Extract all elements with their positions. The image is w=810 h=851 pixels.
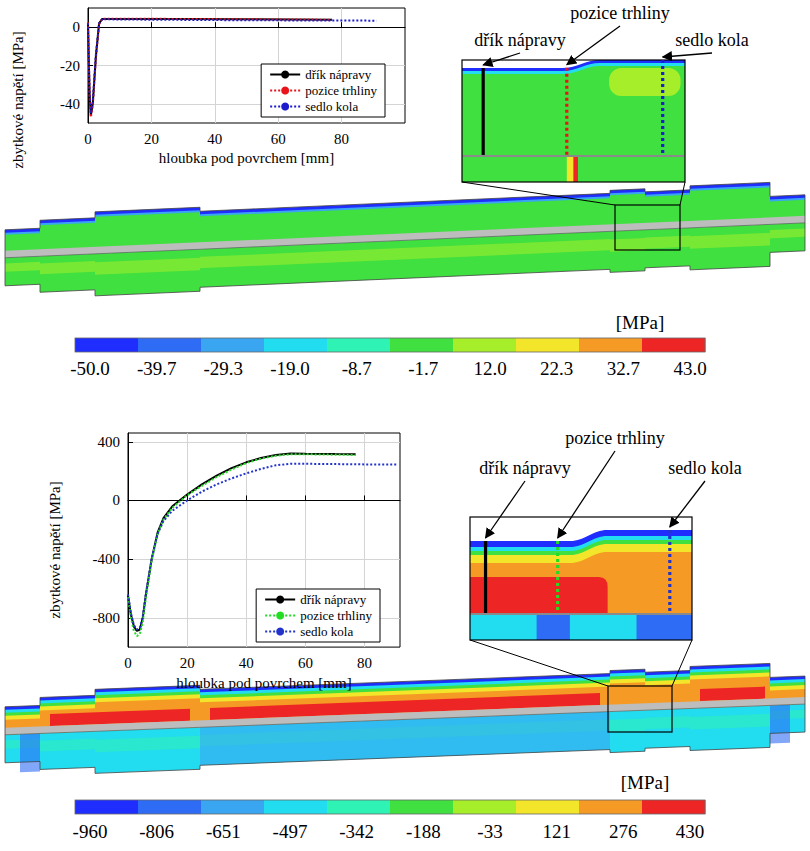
svg-text:80: 80	[357, 655, 372, 671]
svg-text:dřík nápravy: dřík nápravy	[479, 458, 570, 478]
svg-text:-1.7: -1.7	[408, 358, 438, 379]
svg-text:0: 0	[124, 655, 132, 671]
svg-text:-20: -20	[60, 58, 80, 74]
svg-text:0: 0	[113, 492, 121, 508]
svg-text:dřík nápravy: dřík nápravy	[305, 67, 372, 82]
svg-text:-33: -33	[477, 821, 502, 842]
svg-text:276: 276	[609, 821, 638, 842]
svg-text:400: 400	[98, 434, 121, 450]
svg-text:-400: -400	[93, 551, 121, 567]
svg-text:32.7: 32.7	[607, 358, 640, 379]
svg-text:sedlo kola: sedlo kola	[668, 458, 742, 478]
svg-text:22.3: 22.3	[540, 358, 573, 379]
svg-text:-8.7: -8.7	[342, 358, 372, 379]
svg-text:-40: -40	[60, 96, 80, 112]
svg-text:dřík nápravy: dřík nápravy	[300, 592, 367, 607]
svg-text:80: 80	[334, 131, 349, 147]
svg-text:hloubka pod povrchem [mm]: hloubka pod povrchem [mm]	[159, 150, 334, 166]
svg-text:12.0: 12.0	[473, 358, 506, 379]
svg-text:430: 430	[676, 821, 705, 842]
svg-text:121: 121	[542, 821, 571, 842]
svg-text:40: 40	[207, 131, 222, 147]
svg-text:0: 0	[73, 19, 81, 35]
svg-text:zbytkové napětí [MPa]: zbytkové napětí [MPa]	[10, 31, 26, 168]
svg-text:-188: -188	[406, 821, 441, 842]
svg-text:60: 60	[271, 131, 286, 147]
svg-text:-800: -800	[93, 610, 121, 626]
svg-text:zbytkové napětí [MPa]: zbytkové napětí [MPa]	[47, 481, 63, 618]
svg-text:-497: -497	[273, 821, 308, 842]
svg-text:20: 20	[144, 131, 159, 147]
svg-text:pozice trhliny: pozice trhliny	[565, 428, 664, 448]
svg-text:[MPa]: [MPa]	[616, 312, 665, 333]
svg-text:-29.3: -29.3	[204, 358, 244, 379]
svg-text:sedlo kola: sedlo kola	[305, 99, 358, 114]
svg-text:-19.0: -19.0	[270, 358, 310, 379]
svg-text:sedlo kola: sedlo kola	[300, 624, 353, 639]
svg-text:40: 40	[239, 655, 254, 671]
svg-text:-39.7: -39.7	[137, 358, 177, 379]
svg-text:sedlo kola: sedlo kola	[675, 30, 749, 50]
svg-text:pozice trhliny: pozice trhliny	[570, 3, 669, 23]
svg-text:0: 0	[84, 131, 92, 147]
svg-text:pozice trhliny: pozice trhliny	[300, 608, 372, 623]
svg-text:-960: -960	[73, 821, 108, 842]
svg-text:-50.0: -50.0	[70, 358, 110, 379]
svg-text:60: 60	[298, 655, 313, 671]
svg-text:20: 20	[180, 655, 195, 671]
svg-text:-342: -342	[339, 821, 374, 842]
svg-text:[MPa]: [MPa]	[621, 772, 670, 793]
svg-text:43.0: 43.0	[673, 358, 706, 379]
svg-text:-651: -651	[206, 821, 241, 842]
svg-text:pozice trhliny: pozice trhliny	[305, 83, 377, 98]
svg-text:dřík nápravy: dřík nápravy	[474, 30, 565, 50]
svg-text:-806: -806	[139, 821, 174, 842]
svg-text:hloubka pod povrchem [mm]: hloubka pod povrchem [mm]	[176, 675, 351, 691]
